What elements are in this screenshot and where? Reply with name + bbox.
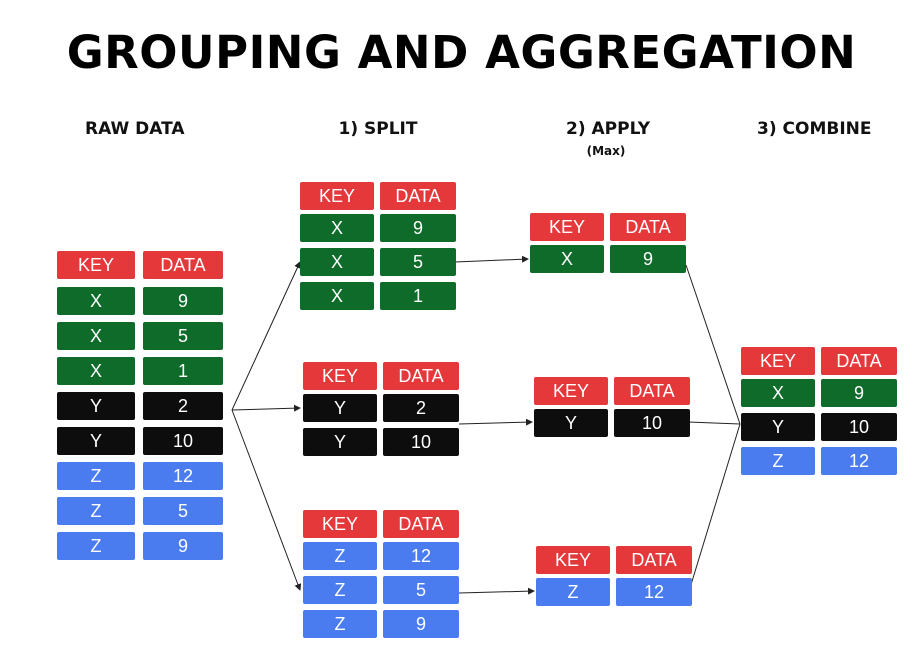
raw-data-table-row-key: X <box>57 322 135 350</box>
raw-data-table-row-key: Y <box>57 392 135 420</box>
split-x-table-data-header: DATA <box>380 182 456 210</box>
split-y-table-key-header: KEY <box>303 362 377 390</box>
raw-data-table-key-header: KEY <box>57 251 135 279</box>
apply-x-table-row-key: X <box>530 245 604 273</box>
raw-data-table-row-key: X <box>57 287 135 315</box>
raw-data-table-row-value: 1 <box>143 357 223 385</box>
arrow-apply-y-to-combine <box>687 421 741 425</box>
split-x-table-key-header: KEY <box>300 182 374 210</box>
combine-table-row-key: X <box>741 379 815 407</box>
split-x-table-row-key: X <box>300 248 374 276</box>
combine-table-row-key: Y <box>741 413 815 441</box>
raw-data-table-row-key: Z <box>57 497 135 525</box>
split-x-table-row-value: 5 <box>380 248 456 276</box>
split-z-table-row-key: Z <box>303 610 377 638</box>
step-apply-label: 2) APPLY <box>566 119 651 139</box>
raw-data-table-row-key: X <box>57 357 135 385</box>
split-x-table-row-value: 9 <box>380 214 456 242</box>
split-z-table-row-value: 12 <box>383 542 459 570</box>
split-x-table-row-key: X <box>300 214 374 242</box>
raw-data-table-row-value: 10 <box>143 427 223 455</box>
combine-table-row-value: 9 <box>821 379 897 407</box>
apply-y-table-key-header: KEY <box>534 377 608 405</box>
split-y-table-row-key: Y <box>303 428 377 456</box>
split-y-table-row-value: 2 <box>383 394 459 422</box>
raw-data-table-row-value: 9 <box>143 532 223 560</box>
step-split-label: 1) SPLIT <box>338 119 418 139</box>
step-raw-label: RAW DATA <box>85 119 185 139</box>
split-z-table-data-header: DATA <box>383 510 459 538</box>
apply-y-table-row-key: Y <box>534 409 608 437</box>
raw-data-table-row-key: Z <box>57 462 135 490</box>
arrow-apply-z-to-combine <box>689 423 741 589</box>
apply-y-table-row-value: 10 <box>614 409 690 437</box>
apply-z-table-row-key: Z <box>536 578 610 606</box>
apply-z-table-row-value: 12 <box>616 578 692 606</box>
split-x-table-row-value: 1 <box>380 282 456 310</box>
combine-table-row-value: 12 <box>821 447 897 475</box>
raw-data-table-data-header: DATA <box>143 251 223 279</box>
apply-z-table-key-header: KEY <box>536 546 610 574</box>
raw-data-table-row-value: 9 <box>143 287 223 315</box>
arrow-raw-to-split-z <box>231 409 302 591</box>
arrow-apply-x-to-combine <box>685 264 741 425</box>
combine-table-data-header: DATA <box>821 347 897 375</box>
split-y-table-data-header: DATA <box>383 362 459 390</box>
split-z-table-row-value: 5 <box>383 576 459 604</box>
combine-table-row-key: Z <box>741 447 815 475</box>
split-z-table-key-header: KEY <box>303 510 377 538</box>
step-apply-sublabel: (Max) <box>586 144 626 158</box>
arrow-raw-to-split-y <box>231 404 301 412</box>
page-title: GROUPING AND AGGREGATION <box>66 26 857 79</box>
step-combine-label: 3) COMBINE <box>757 119 872 139</box>
arrow-split-z-to-apply <box>458 587 535 595</box>
combine-table-row-value: 10 <box>821 413 897 441</box>
split-x-table-row-key: X <box>300 282 374 310</box>
arrow-split-y-to-apply <box>458 418 533 426</box>
split-z-table-row-key: Z <box>303 576 377 604</box>
split-z-table-row-key: Z <box>303 542 377 570</box>
apply-y-table-data-header: DATA <box>614 377 690 405</box>
apply-x-table-row-value: 9 <box>610 245 686 273</box>
split-z-table-row-value: 9 <box>383 610 459 638</box>
split-y-table-row-key: Y <box>303 394 377 422</box>
combine-table-key-header: KEY <box>741 347 815 375</box>
raw-data-table-row-key: Y <box>57 427 135 455</box>
raw-data-table-row-value: 5 <box>143 322 223 350</box>
raw-data-table-row-value: 2 <box>143 392 223 420</box>
apply-x-table-data-header: DATA <box>610 213 686 241</box>
raw-data-table-row-key: Z <box>57 532 135 560</box>
arrow-split-x-to-apply <box>454 255 529 263</box>
split-y-table-row-value: 10 <box>383 428 459 456</box>
raw-data-table-row-value: 12 <box>143 462 223 490</box>
apply-x-table-key-header: KEY <box>530 213 604 241</box>
raw-data-table-row-value: 5 <box>143 497 223 525</box>
apply-z-table-data-header: DATA <box>616 546 692 574</box>
arrow-raw-to-split-x <box>231 261 301 411</box>
